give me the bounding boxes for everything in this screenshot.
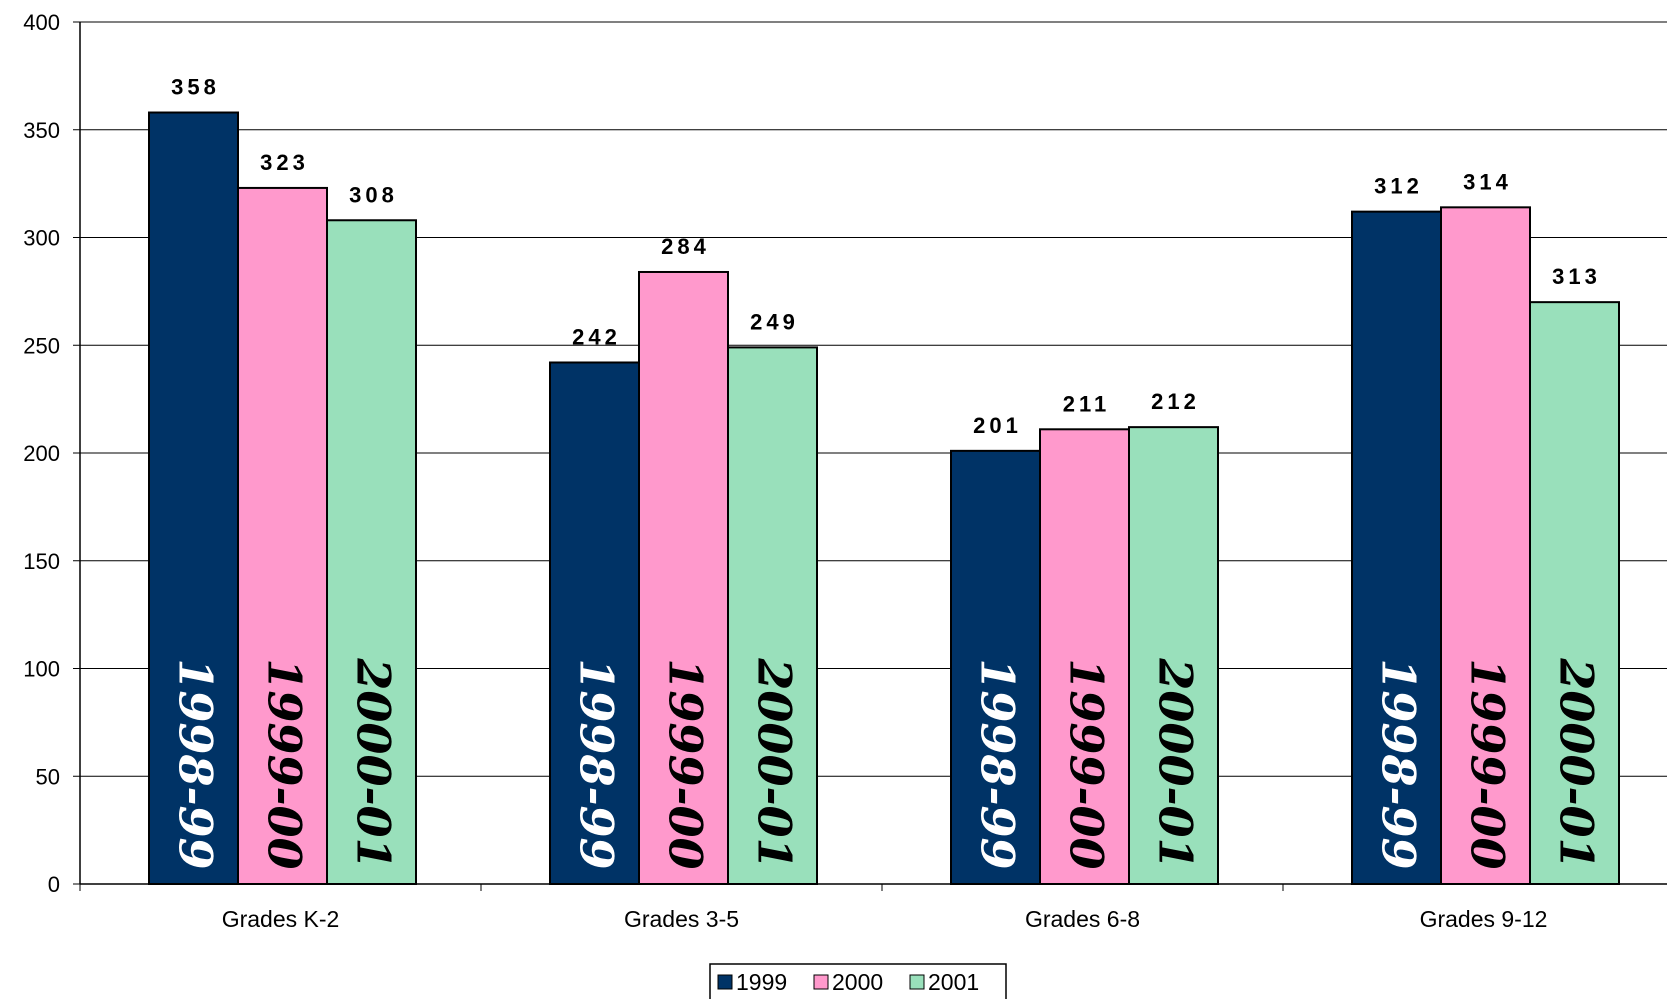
data-label: 242 <box>572 324 621 349</box>
bar-year-label: 2000-01 <box>347 657 401 869</box>
bar-year-label: 1998-99 <box>971 658 1025 869</box>
y-tick-label: 300 <box>23 226 60 251</box>
data-label: 358 <box>171 75 220 100</box>
legend: 1999 2000 2001 <box>709 963 1007 999</box>
x-category-label: Grades 9-12 <box>1420 906 1548 932</box>
bar <box>950 449 1041 885</box>
legend-box <box>709 963 1007 999</box>
data-label: 211 <box>1063 391 1111 416</box>
y-tick-label: 50 <box>36 764 60 789</box>
bar-year-label: 1999-00 <box>258 658 312 869</box>
bar-year-label: 1999-00 <box>659 658 713 869</box>
data-label: 312 <box>1374 174 1423 199</box>
bar <box>727 346 818 885</box>
y-tick-label: 350 <box>23 118 60 143</box>
bars: 1998-99 1999-00 2000-01 1998-99 1999-00 2000-… <box>148 111 1620 886</box>
data-label: 313 <box>1552 264 1601 289</box>
bar <box>148 111 239 885</box>
data-label: 201 <box>973 413 1022 438</box>
x-category-label: Grades 6-8 <box>1025 906 1140 932</box>
legend-swatch <box>717 974 733 990</box>
y-tick-label: 150 <box>23 549 60 574</box>
bar <box>1440 206 1531 885</box>
bar <box>1529 301 1620 885</box>
bar-year-label: 1999-00 <box>1461 658 1515 869</box>
bar <box>326 219 417 885</box>
axes: 0 50 100 150 200 250 300 350 400 Grades K-2 Grades… <box>23 10 1667 932</box>
x-category-label: Grades 3-5 <box>624 906 739 932</box>
x-category-label: Grades K-2 <box>222 906 340 932</box>
bar-year-label: 1998-99 <box>1372 658 1426 869</box>
data-label: 314 <box>1463 169 1512 194</box>
bar-year-label: 2000-01 <box>1550 657 1604 869</box>
legend-entry-label: 1999 <box>736 969 787 995</box>
data-label: 323 <box>260 150 309 175</box>
bar <box>1039 428 1130 885</box>
data-label: 308 <box>349 182 398 207</box>
bar-year-label: 2000-01 <box>748 657 802 869</box>
bar-year-label: 2000-01 <box>1149 657 1203 869</box>
y-tick-label: 0 <box>48 872 60 897</box>
bar-year-label: 1998-99 <box>570 658 624 869</box>
bar-year-label: 1999-00 <box>1060 658 1114 869</box>
y-tick-label: 250 <box>23 333 60 358</box>
bar-year-label: 1998-99 <box>169 658 223 869</box>
y-tick-label: 400 <box>23 10 60 35</box>
legend-swatch <box>909 974 925 990</box>
legend-entry-label: 2001 <box>928 969 979 995</box>
data-label: 212 <box>1151 389 1200 414</box>
y-tick-label: 200 <box>23 441 60 466</box>
y-tick-label: 100 <box>23 657 60 682</box>
data-labels: 358 323 308 242 284 249 201 211 212 312 314 313 <box>171 75 1601 438</box>
legend-swatch <box>813 974 829 990</box>
data-label: 284 <box>661 234 710 259</box>
bar <box>237 186 328 885</box>
data-label: 249 <box>750 309 799 334</box>
legend-entry-label: 2000 <box>832 969 883 995</box>
